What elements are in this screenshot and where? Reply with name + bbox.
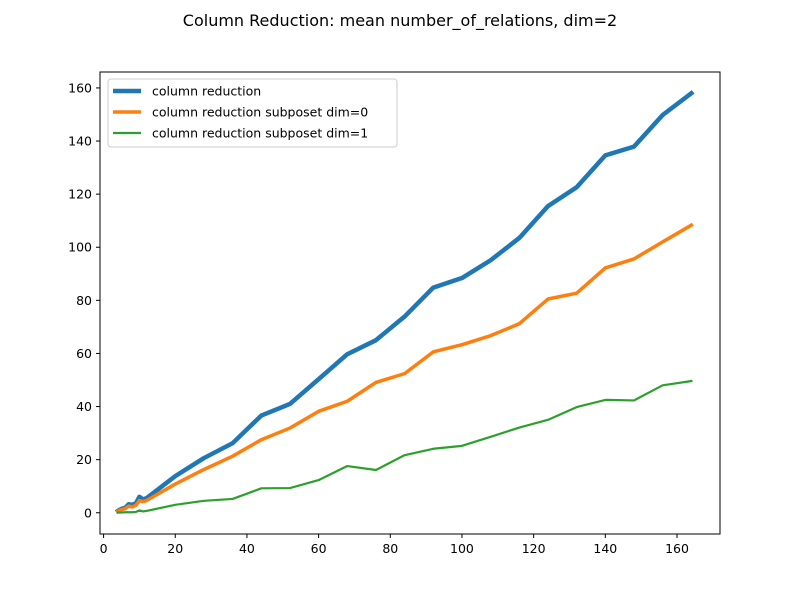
y-tick-label: 60 bbox=[76, 346, 92, 361]
x-tick-label: 120 bbox=[522, 541, 546, 556]
y-tick-label: 100 bbox=[68, 240, 92, 255]
plot-frame bbox=[99, 71, 721, 535]
x-tick-label: 100 bbox=[450, 541, 474, 556]
x-tick-label: 160 bbox=[665, 541, 689, 556]
legend-label-2: column reduction subposet dim=0 bbox=[152, 105, 368, 120]
series-line-1 bbox=[114, 90, 695, 514]
y-tick-label: 140 bbox=[68, 134, 92, 149]
legend-box bbox=[107, 78, 398, 148]
series-line-3 bbox=[116, 379, 693, 514]
y-tick-label: 0 bbox=[84, 505, 92, 520]
y-tick-label: 40 bbox=[76, 399, 92, 414]
x-axis: 0 20 40 60 80 100 120 140 160 bbox=[100, 534, 689, 556]
y-axis: 0 20 40 60 80 100 120 140 160 bbox=[68, 80, 100, 520]
legend-label-1: column reduction bbox=[152, 84, 261, 99]
x-tick-label: 40 bbox=[239, 541, 255, 556]
legend-label-3: column reduction subposet dim=1 bbox=[152, 126, 368, 141]
series-layer bbox=[114, 90, 695, 514]
x-tick-label: 0 bbox=[100, 541, 108, 556]
y-tick-label: 80 bbox=[76, 293, 92, 308]
y-tick-label: 20 bbox=[76, 452, 92, 467]
chart-title: Column Reduction: mean number_of_relatio… bbox=[183, 11, 617, 31]
legend: column reduction column reduction subpose… bbox=[107, 78, 398, 148]
x-tick-label: 80 bbox=[382, 541, 398, 556]
x-tick-label: 20 bbox=[167, 541, 183, 556]
y-tick-label: 120 bbox=[68, 187, 92, 202]
x-tick-label: 140 bbox=[593, 541, 617, 556]
y-tick-label: 160 bbox=[68, 80, 92, 95]
series-line-2 bbox=[115, 222, 694, 514]
x-tick-label: 60 bbox=[311, 541, 327, 556]
